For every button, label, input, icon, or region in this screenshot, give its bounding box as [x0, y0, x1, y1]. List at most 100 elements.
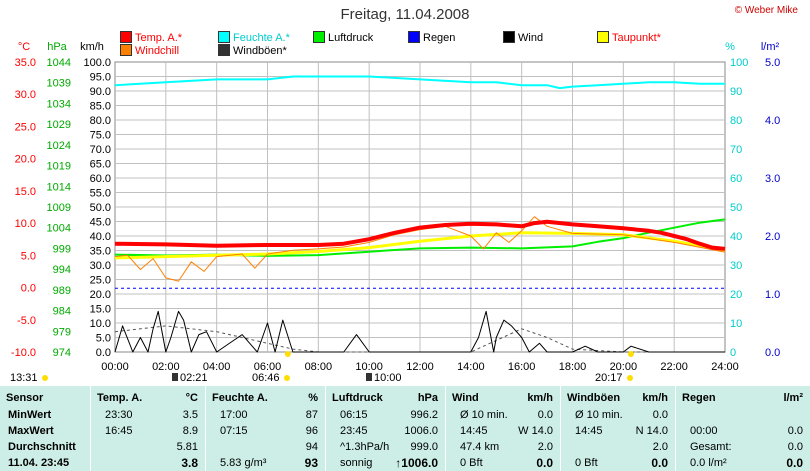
pressure-axis-tick: 979	[53, 326, 71, 338]
stats-row: MaxWert	[0, 424, 90, 439]
legend-label: Wind	[518, 32, 544, 44]
stats-cell-label: 14:45	[460, 425, 488, 437]
column-unit: °C	[185, 392, 198, 404]
stats-cell-label: 23:45	[340, 425, 368, 437]
legend-label: Temp. A.*	[135, 32, 183, 44]
humidity-axis-tick: 10	[730, 318, 742, 330]
sunset-icon	[627, 375, 633, 381]
legend-item-humidity[interactable]: Feuchte A.*	[218, 31, 290, 44]
humidity-axis-tick: 100	[730, 57, 748, 69]
stats-cell-label: MaxWert	[8, 425, 54, 437]
stats-cell-label: Ø 10 min.	[460, 409, 508, 421]
column-title: Sensor	[6, 392, 44, 404]
pressure-axis-tick: 989	[53, 285, 71, 297]
rain-axis-unit: l/m²	[761, 41, 780, 53]
legend-swatch	[218, 31, 230, 43]
humidity-axis-tick: 0	[730, 347, 736, 359]
wind-axis-tick: 15.0	[90, 304, 111, 316]
column-unit: km/h	[527, 392, 553, 404]
temp-axis-tick: 35.0	[15, 57, 36, 69]
stats-cell-label: 06:15	[340, 409, 368, 421]
stats-row: Gesamt: 0.0	[676, 440, 810, 455]
legend-swatch	[120, 44, 132, 56]
legend-item-pressure[interactable]: Luftdruck	[313, 31, 373, 44]
pressure-axis-tick: 984	[53, 306, 71, 318]
humidity-axis-tick: 70	[730, 144, 742, 156]
wind-axis-tick: 65.0	[90, 159, 111, 171]
rain-axis-tick: 4.0	[765, 115, 780, 127]
stats-row: 06:15 996.2	[326, 408, 446, 423]
rain-axis-tick: 1.0	[765, 289, 780, 301]
stats-cell-value: 1006.0	[404, 425, 438, 437]
stats-cell-value: 93	[304, 456, 318, 470]
stats-column-2: Feuchte A.% 17:00 87 07:15 96 94 5.83 g/m³ 93	[205, 386, 326, 471]
stats-cell-label: 07:15	[220, 425, 248, 437]
wind-axis-tick: 10.0	[90, 318, 111, 330]
column-header: Luftdruck hPa	[326, 391, 446, 406]
series-windben-line	[114, 325, 725, 353]
page-title: Freitag, 11.04.2008	[340, 6, 470, 23]
sunset-marker	[627, 351, 634, 357]
stats-cell-label: 17:00	[220, 409, 248, 421]
temp-axis-tick: 5.0	[21, 250, 36, 262]
stats-cell-label: 0.0 l/m²	[690, 457, 727, 469]
humidity-axis-unit: %	[725, 41, 735, 53]
column-header: Regen l/m²	[676, 391, 810, 406]
legend-label: Windböen*	[233, 45, 287, 57]
x-axis-tick: 22:00	[660, 361, 688, 373]
rain-axis-tick: 2.0	[765, 231, 780, 243]
legend-item-windchill[interactable]: Windchill	[120, 44, 179, 57]
stats-cell-value: 5.81	[176, 441, 198, 453]
humidity-axis-tick: 90	[730, 86, 742, 98]
moonset-time: 10:00	[374, 372, 402, 384]
legend-swatch	[408, 31, 420, 43]
temp-axis-tick: 25.0	[15, 121, 36, 133]
wind-axis-tick: 55.0	[90, 188, 111, 200]
stats-cell-label: 16:45	[105, 425, 133, 437]
stats-row: 5.81	[91, 440, 206, 455]
column-title: Temp. A.	[97, 392, 143, 404]
stats-row: 0.0 l/m² 0.0	[676, 456, 810, 471]
stats-cell-label: ^1.3hPa/h	[340, 441, 390, 453]
stats-row: 07:15 96	[206, 424, 326, 439]
moonrise-icon	[172, 373, 178, 381]
legend-item-dewpoint[interactable]: Taupunkt*	[597, 31, 661, 44]
humidity-axis-tick: 20	[730, 289, 742, 301]
x-axis-tick: 10:00	[355, 361, 383, 373]
stats-cell-label: 0 Bft	[460, 457, 483, 469]
stats-cell-value: 996.2	[410, 409, 438, 421]
column-unit: %	[308, 392, 318, 404]
stats-row: ^1.3hPa/h 999.0	[326, 440, 446, 455]
stats-cell-value: 999.0	[410, 441, 438, 453]
wind-axis-tick: 80.0	[90, 115, 111, 127]
legend-item-gusts[interactable]: Windböen*	[218, 44, 287, 57]
stats-cell-value: 0.0	[537, 409, 553, 421]
temp-axis-tick: 15.0	[15, 186, 36, 198]
legend-item-rain[interactable]: Regen	[408, 31, 455, 44]
wind-axis-tick: 25.0	[90, 275, 111, 287]
legend-swatch	[597, 31, 609, 43]
pressure-axis-tick: 1029	[47, 119, 71, 131]
column-unit: l/m²	[783, 392, 803, 404]
stats-row: 14:45 N 14.0	[561, 424, 676, 439]
stats-row: Ø 10 min. 0.0	[561, 408, 676, 423]
wind-axis-tick: 35.0	[90, 246, 111, 258]
wind-axis-tick: 75.0	[90, 130, 111, 142]
stats-cell-label: 00:00	[690, 425, 718, 437]
legend-item-wind[interactable]: Wind	[503, 31, 543, 44]
column-header: Windböen km/h	[561, 391, 676, 406]
stats-column-3: Luftdruck hPa 06:15 996.2 23:45 1006.0 ^1.3hPa…	[325, 386, 446, 471]
pressure-axis-tick: 1019	[47, 161, 71, 173]
series-tempa-line	[114, 219, 726, 251]
legend-item-temp[interactable]: Temp. A.*	[120, 31, 182, 44]
stats-row: 16:45 8.9	[91, 424, 206, 439]
stats-row	[676, 408, 810, 423]
pressure-axis-tick: 994	[53, 264, 71, 276]
rain-axis-tick: 0.0	[765, 347, 780, 359]
stats-cell-value: 0.0	[786, 456, 803, 470]
pressure-axis-tick: 1034	[47, 98, 71, 110]
column-header: Temp. A. °C	[91, 391, 206, 406]
stats-cell-value: 3.8	[181, 456, 198, 470]
stats-row: 94	[206, 440, 326, 455]
copyright: © Weber Mike	[734, 5, 798, 16]
